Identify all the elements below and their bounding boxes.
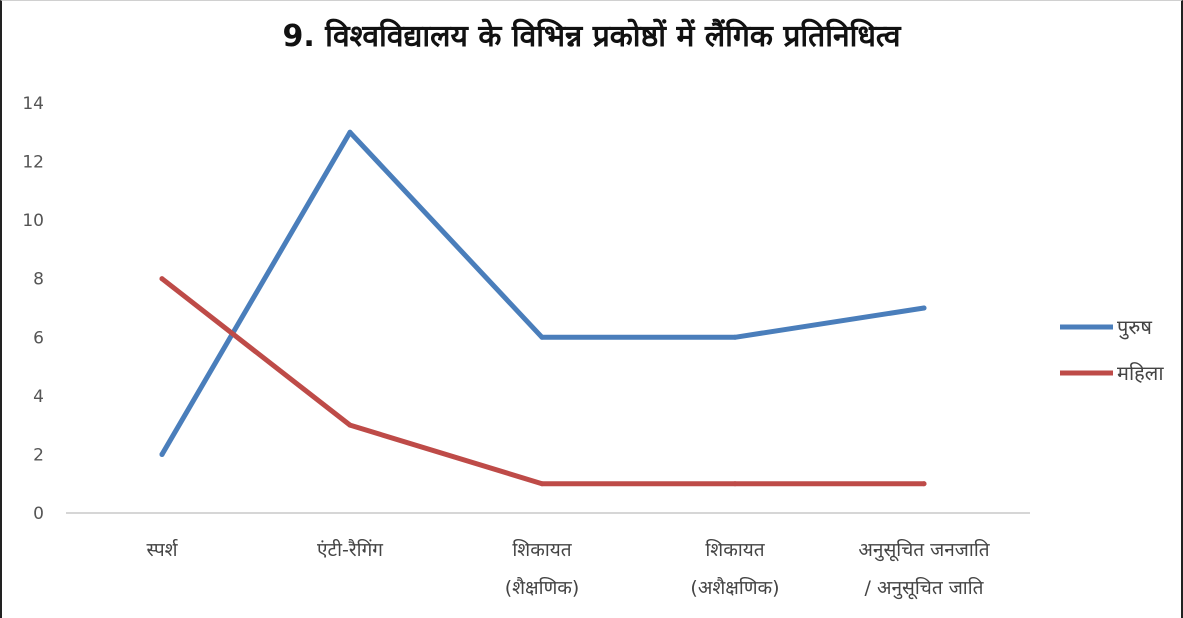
y-tick-label: 0	[33, 504, 44, 524]
data-point	[733, 335, 738, 340]
x-category-label: शिकायत	[512, 538, 572, 561]
x-category-label: (शैक्षणिक)	[505, 576, 580, 599]
y-tick-label: 14	[22, 94, 44, 114]
data-point	[540, 335, 545, 340]
data-point	[922, 481, 927, 486]
y-axis: 0 2 4 6 8 10 12 14	[22, 94, 44, 524]
data-point	[348, 130, 353, 135]
data-point	[348, 423, 353, 428]
y-tick-label: 8	[33, 270, 44, 290]
x-category-label: स्पर्श	[146, 538, 178, 561]
legend-label: महिला	[1117, 361, 1164, 385]
legend-label: पुरुष	[1117, 315, 1152, 340]
series-line-1	[162, 279, 924, 484]
data-point	[160, 452, 165, 457]
x-category-label: / अनुसूचित जाति	[865, 576, 985, 600]
series-layer	[160, 130, 927, 486]
data-point	[733, 481, 738, 486]
y-tick-label: 10	[22, 211, 44, 231]
x-category-label: शिकायत	[705, 538, 765, 561]
data-point	[160, 276, 165, 281]
x-axis: स्पर्श एंटी-रैगिंग शिकायत (शैक्षणिक) शिकायत (…	[66, 513, 1030, 600]
legend: पुरुष महिला	[1060, 315, 1164, 385]
y-tick-label: 12	[22, 153, 44, 173]
x-category-label: (अशैक्षणिक)	[690, 576, 779, 599]
x-category-label: एंटी-रैगिंग	[317, 538, 383, 561]
y-tick-label: 4	[33, 387, 44, 407]
series-line-0	[162, 132, 924, 454]
y-tick-label: 2	[33, 445, 44, 465]
x-category-label: अनुसूचित जनजाति	[858, 538, 990, 562]
y-tick-label: 6	[33, 328, 44, 348]
data-point	[922, 306, 927, 311]
data-point	[540, 481, 545, 486]
